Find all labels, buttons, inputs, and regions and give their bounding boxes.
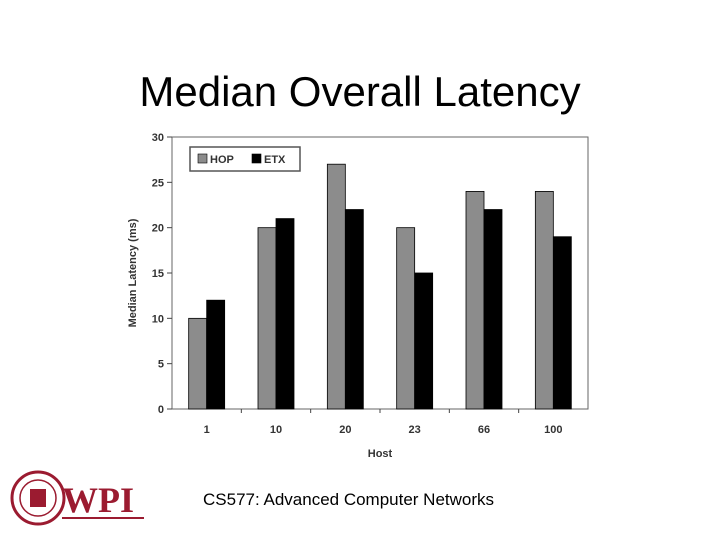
latency-chart: 0 5 10 15 20 25 30 1 10 20 23 66 100 Host Median Laten… bbox=[120, 125, 600, 470]
legend-label-hop: HOP bbox=[210, 154, 234, 166]
bar-etx-20 bbox=[344, 209, 364, 410]
plot-frame bbox=[171, 136, 589, 410]
x-tick-label: 20 bbox=[339, 424, 351, 436]
chart-svg: 0 5 10 15 20 25 30 1 10 20 23 66 100 Host Median Laten… bbox=[127, 132, 589, 460]
y-tick-label: 25 bbox=[152, 177, 164, 189]
x-tick-label: 66 bbox=[478, 424, 490, 436]
legend-label-etx: ETX bbox=[264, 154, 286, 166]
x-axis-label: Host bbox=[368, 448, 393, 460]
bar-etx-10 bbox=[275, 218, 295, 410]
x-tick-label: 100 bbox=[544, 424, 562, 436]
x-tick-label: 1 bbox=[204, 424, 210, 436]
y-tick-label: 30 bbox=[152, 132, 164, 144]
y-tick-label: 5 bbox=[158, 359, 164, 371]
seal-inner-ring bbox=[19, 479, 57, 517]
footer-course-title: CS577: Advanced Computer Networks bbox=[203, 490, 495, 509]
bar-etx-23 bbox=[414, 272, 434, 410]
y-axis-label: Median Latency (ms) bbox=[127, 218, 139, 327]
slide-title: Median Overall Latency bbox=[139, 68, 581, 115]
bar-hop-100 bbox=[534, 191, 554, 410]
seal-shield bbox=[30, 489, 46, 507]
wpi-logo: WPI bbox=[10, 470, 144, 526]
y-tick-label: 10 bbox=[152, 313, 164, 325]
legend-swatch-hop bbox=[197, 153, 208, 164]
x-tick-label: 10 bbox=[270, 424, 282, 436]
bar-hop-66 bbox=[465, 191, 485, 410]
x-tick-label: 23 bbox=[409, 424, 421, 436]
bar-hop-23 bbox=[396, 227, 416, 410]
y-tick-label: 20 bbox=[152, 223, 164, 235]
bar-etx-66 bbox=[483, 209, 503, 410]
y-tick-label: 0 bbox=[158, 404, 164, 416]
bar-etx-100 bbox=[552, 236, 572, 410]
bar-hop-10 bbox=[257, 227, 277, 410]
wpi-wordmark: WPI bbox=[62, 480, 134, 520]
legend-box bbox=[189, 146, 301, 172]
y-tick-label: 15 bbox=[152, 268, 164, 280]
bar-etx-1 bbox=[206, 299, 226, 410]
legend-swatch-etx bbox=[251, 153, 262, 164]
bar-hop-20 bbox=[326, 163, 346, 410]
bar-hop-1 bbox=[188, 317, 208, 410]
